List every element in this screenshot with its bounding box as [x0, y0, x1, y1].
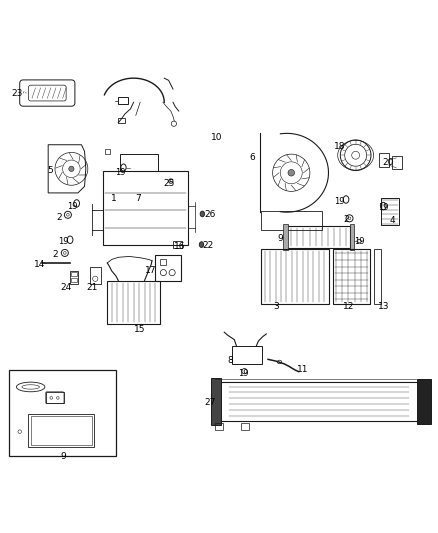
- Bar: [374, 249, 381, 304]
- Ellipse shape: [288, 169, 295, 176]
- Bar: [381, 198, 399, 225]
- Bar: [232, 346, 262, 364]
- Bar: [71, 278, 77, 282]
- Bar: [219, 382, 418, 421]
- Text: 16: 16: [174, 243, 185, 251]
- Text: 3: 3: [273, 302, 279, 311]
- Text: 27: 27: [205, 398, 216, 407]
- Text: 4: 4: [389, 216, 395, 225]
- Text: 9: 9: [60, 451, 67, 461]
- Text: 24: 24: [60, 283, 71, 292]
- Text: 23: 23: [12, 89, 23, 98]
- Text: 2: 2: [343, 215, 349, 224]
- Text: 19: 19: [238, 369, 248, 378]
- Text: 8: 8: [227, 356, 233, 365]
- Bar: [241, 423, 249, 430]
- Text: 11: 11: [297, 365, 308, 374]
- Bar: [211, 378, 221, 425]
- Bar: [379, 154, 389, 167]
- Text: 22: 22: [202, 241, 214, 250]
- Bar: [103, 171, 188, 246]
- Ellipse shape: [200, 211, 205, 217]
- Text: 19: 19: [58, 237, 69, 246]
- Bar: [350, 223, 354, 250]
- Bar: [31, 416, 92, 445]
- Bar: [215, 423, 223, 430]
- Bar: [105, 149, 110, 155]
- Text: 19: 19: [115, 168, 126, 177]
- Text: 2: 2: [52, 250, 57, 259]
- Text: 19: 19: [354, 237, 364, 246]
- Text: 19: 19: [378, 203, 389, 212]
- Bar: [28, 414, 94, 447]
- Bar: [333, 249, 370, 304]
- Bar: [155, 255, 181, 280]
- Text: 20: 20: [382, 158, 393, 167]
- Bar: [70, 271, 78, 284]
- Bar: [46, 392, 64, 403]
- Bar: [392, 156, 402, 169]
- Ellipse shape: [199, 242, 204, 247]
- Bar: [71, 272, 77, 276]
- Bar: [287, 226, 350, 248]
- Bar: [283, 223, 288, 250]
- Text: 14: 14: [34, 260, 45, 269]
- Text: 1: 1: [111, 194, 117, 203]
- Text: 13: 13: [378, 302, 389, 311]
- Text: 25: 25: [163, 179, 174, 188]
- Bar: [9, 370, 116, 456]
- Text: 10: 10: [211, 133, 223, 142]
- Text: 15: 15: [134, 325, 146, 334]
- Bar: [120, 155, 158, 171]
- Bar: [107, 280, 160, 324]
- Text: 21: 21: [86, 283, 98, 292]
- Bar: [261, 211, 322, 230]
- Bar: [160, 259, 166, 265]
- Text: 18: 18: [334, 142, 345, 150]
- Bar: [90, 268, 101, 284]
- Text: 6: 6: [249, 154, 255, 163]
- Text: 7: 7: [135, 194, 141, 203]
- Bar: [173, 241, 182, 248]
- Text: 12: 12: [343, 302, 354, 311]
- Ellipse shape: [69, 166, 74, 172]
- Text: 26: 26: [205, 211, 216, 219]
- Bar: [118, 118, 125, 123]
- Text: 19: 19: [334, 197, 345, 206]
- Bar: [417, 378, 431, 424]
- Bar: [118, 98, 128, 104]
- Text: 2: 2: [57, 213, 62, 222]
- Text: 5: 5: [47, 166, 53, 175]
- Text: 9: 9: [277, 233, 283, 243]
- Text: 19: 19: [67, 201, 78, 211]
- Text: 17: 17: [145, 266, 157, 276]
- Bar: [261, 249, 328, 304]
